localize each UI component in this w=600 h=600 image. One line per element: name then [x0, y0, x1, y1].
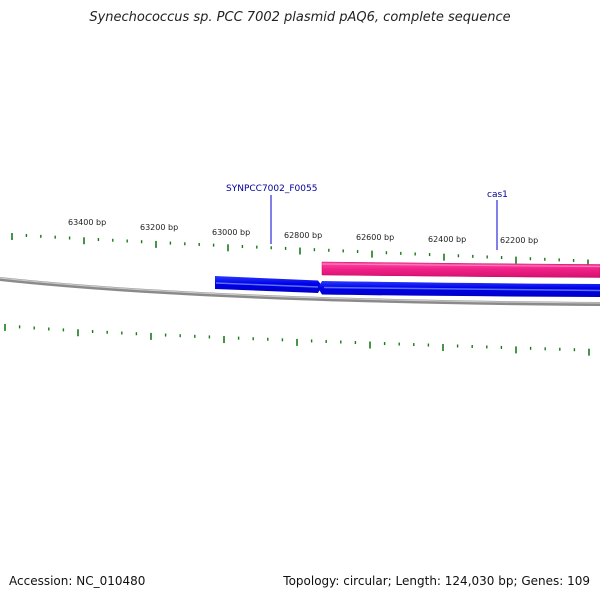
scale-label-62200: 62200 bp [500, 236, 538, 245]
gene-highlight [215, 282, 600, 292]
gene-label-cas1[interactable]: cas1 [487, 190, 508, 250]
accession-text: Accession: NC_010480 [9, 574, 146, 588]
gene-label-text[interactable]: cas1 [487, 190, 508, 200]
genome-summary-text: Topology: circular; Length: 124,030 bp; … [283, 574, 590, 588]
scale-ticks-inner [4, 323, 590, 356]
scale-ticks-outer [11, 233, 589, 267]
scale-labels: 63400 bp 63200 bp 63000 bp 62800 bp 6260… [68, 218, 538, 245]
gene-highlight [321, 263, 600, 268]
scale-label-62600: 62600 bp [356, 233, 394, 242]
scale-label-63200: 63200 bp [140, 223, 178, 232]
gene-label-synpcc7002-f0055[interactable]: SYNPCC7002_F0055 [226, 184, 317, 244]
scale-label-63400: 63400 bp [68, 218, 106, 227]
scale-label-62400: 62400 bp [428, 235, 466, 244]
scale-label-63000: 63000 bp [212, 228, 250, 237]
scale-label-62800: 62800 bp [284, 231, 322, 240]
page-title: Synechococcus sp. PCC 7002 plasmid pAQ6,… [89, 10, 511, 25]
genome-backbone [0, 277, 600, 306]
gene-label-text[interactable]: SYNPCC7002_F0055 [226, 184, 317, 194]
genome-backbone-highlight [0, 277, 600, 304]
